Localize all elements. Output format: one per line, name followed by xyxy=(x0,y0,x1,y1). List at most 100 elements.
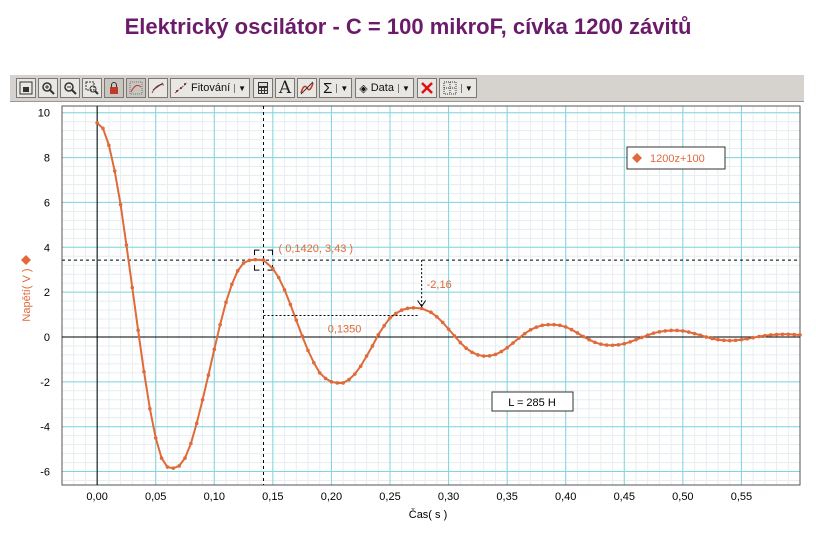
data-point xyxy=(716,337,720,342)
legend-label: 1200z+100 xyxy=(650,153,705,165)
data-point xyxy=(405,306,410,311)
data-point xyxy=(733,338,738,343)
delta-arrow-icon xyxy=(417,300,427,308)
fit-dropdown-label: Fitování xyxy=(191,82,231,94)
data-point xyxy=(429,310,433,315)
data-point xyxy=(300,334,304,338)
data-point xyxy=(546,322,550,327)
data-point xyxy=(183,456,187,460)
data-point xyxy=(704,335,709,339)
data-point xyxy=(130,285,135,290)
data-point xyxy=(727,338,732,343)
x-tick-label: 0,45 xyxy=(614,491,635,503)
data-point xyxy=(112,169,117,173)
graph-options-dropdown[interactable]: ▼ xyxy=(438,78,477,98)
data-point xyxy=(276,275,281,280)
series-1200z100 xyxy=(95,121,802,470)
tick-labels: 0,00 0,05 0,10 0,15 0,20 0,25 0,30 0,35 0,40 0,45… xyxy=(38,108,752,503)
data-point xyxy=(681,329,685,333)
legend: 1200z+100 xyxy=(626,146,726,170)
data-point xyxy=(446,327,451,331)
text-annotation-icon[interactable]: A xyxy=(275,78,296,98)
data-point xyxy=(358,364,363,368)
slope-icon[interactable] xyxy=(148,78,168,98)
chevron-down-icon: ▼ xyxy=(460,83,473,93)
delta-y-label: -2,16 xyxy=(427,279,452,291)
annotations: ( 0,1420, 3,43 ) -2,16 0,1350 xyxy=(263,243,452,336)
x-tick-label: 0,00 xyxy=(86,491,107,503)
data-point xyxy=(792,332,796,337)
statistics-dropdown[interactable]: Σ ▼ xyxy=(319,78,353,98)
autoscale-icon[interactable] xyxy=(16,78,36,98)
fit-dropdown[interactable]: Fitování ▼ xyxy=(170,78,251,98)
data-point xyxy=(552,322,556,327)
data-point xyxy=(774,332,779,337)
plot-frame xyxy=(61,105,801,486)
data-point xyxy=(142,369,146,374)
y-tick-label: -2 xyxy=(40,377,50,389)
data-point xyxy=(271,266,275,271)
data-point xyxy=(394,311,398,316)
data-point xyxy=(224,300,228,305)
note-box: L = 285 H xyxy=(491,391,574,412)
data-point xyxy=(634,337,638,342)
data-point xyxy=(261,258,266,262)
data-point xyxy=(341,381,345,385)
zoom-box-icon[interactable] xyxy=(82,78,102,98)
y-tick-label: 8 xyxy=(44,153,50,165)
data-point xyxy=(575,331,580,335)
grid-options-icon xyxy=(443,81,457,95)
data-point xyxy=(458,340,463,345)
data-point xyxy=(194,421,199,426)
data-point xyxy=(534,325,539,329)
data-set-icon: ◈ xyxy=(359,82,368,95)
delta-x-label: 0,1350 xyxy=(328,324,362,336)
x-tick-label: 0,30 xyxy=(438,491,459,503)
data-point xyxy=(206,373,211,377)
chart-title: Elektrický oscilátor - C = 100 mikroF, c… xyxy=(124,14,692,39)
axes xyxy=(61,105,801,486)
data-point xyxy=(505,345,509,350)
major-grid xyxy=(62,106,800,485)
data-point xyxy=(710,336,714,341)
x-tick-label: 0,05 xyxy=(145,491,166,503)
zoom-out-icon[interactable] xyxy=(60,78,80,98)
y-tick-label: 0 xyxy=(44,332,50,344)
data-point xyxy=(241,261,246,265)
close-icon[interactable] xyxy=(416,78,437,98)
y-tick-label: -4 xyxy=(40,422,50,434)
data-point xyxy=(294,318,299,322)
data-dropdown[interactable]: ◈ Data ▼ xyxy=(355,78,414,98)
data-point xyxy=(511,341,515,345)
data-point xyxy=(200,397,205,402)
data-point xyxy=(347,377,351,382)
interpolate-icon[interactable] xyxy=(297,78,318,98)
data-point xyxy=(581,334,586,339)
tangent-icon[interactable] xyxy=(126,78,146,98)
examine-lock-icon[interactable] xyxy=(104,78,124,98)
data-point xyxy=(745,336,750,341)
legend-marker-icon xyxy=(632,153,642,163)
data-point xyxy=(657,330,662,334)
peak-coordinate-label: ( 0,1420, 3,43 ) xyxy=(278,243,353,255)
y-tick-label: -6 xyxy=(40,467,50,479)
zoom-in-icon[interactable] xyxy=(38,78,58,98)
calculator-icon[interactable] xyxy=(253,78,274,98)
data-point xyxy=(540,323,545,328)
data-point xyxy=(675,328,679,333)
x-tick-label: 0,35 xyxy=(496,491,517,503)
note-box-frame xyxy=(491,391,574,412)
data-point xyxy=(569,327,574,332)
chevron-down-icon: ▼ xyxy=(336,83,348,93)
data-point xyxy=(599,342,603,346)
data-point xyxy=(165,465,170,469)
data-point xyxy=(382,323,386,328)
data-point xyxy=(604,343,609,347)
data-point xyxy=(593,340,597,345)
data-point xyxy=(282,288,287,292)
examine-cursor[interactable] xyxy=(62,106,800,485)
data-point xyxy=(669,328,673,333)
cursor-bracket-icon[interactable] xyxy=(253,249,273,271)
y-axis-legend-marker-icon xyxy=(21,255,31,265)
